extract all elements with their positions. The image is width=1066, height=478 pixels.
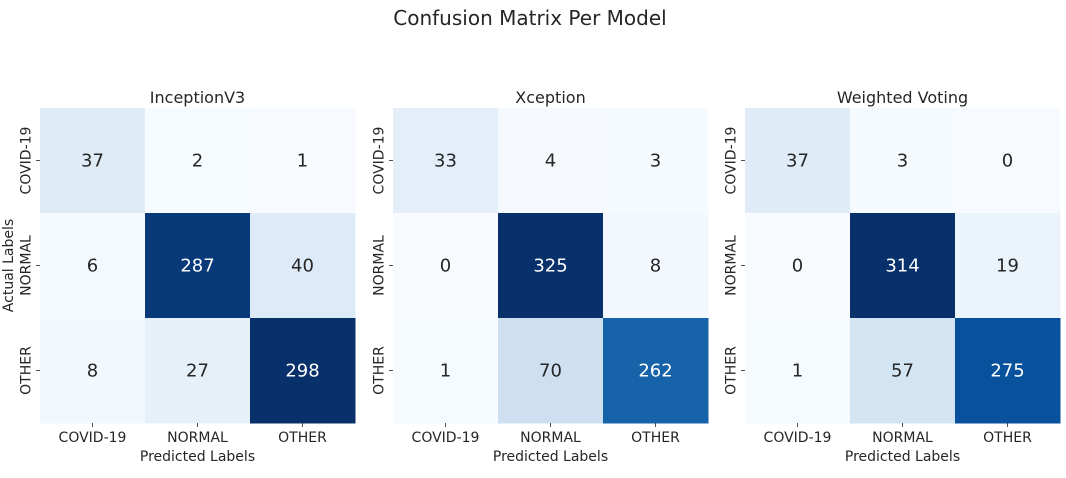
x-axis-label: Predicted Labels — [493, 449, 608, 465]
cell-value-label: 70 — [539, 361, 562, 382]
heatmap-cell — [40, 318, 146, 424]
cell-value-label: 8 — [650, 256, 661, 277]
heatmap-cell — [850, 318, 956, 424]
x-tick-label: OTHER — [278, 430, 327, 446]
cell-value-label: 27 — [186, 361, 209, 382]
cell-value-label: 33 — [434, 151, 457, 172]
cell-value-label: 262 — [638, 361, 672, 382]
x-axis-label: Predicted Labels — [845, 449, 960, 465]
cell-value-label: 6 — [87, 256, 98, 277]
heatmap-cell — [498, 318, 604, 424]
heatmap-cell — [745, 213, 851, 319]
y-tick-label: OTHER — [372, 346, 388, 395]
x-tick-label: OTHER — [983, 430, 1032, 446]
x-tick-label: NORMAL — [167, 430, 228, 446]
x-tick-label: NORMAL — [872, 430, 933, 446]
heatmap-cell — [955, 213, 1061, 319]
cell-value-label: 2 — [192, 151, 203, 172]
x-tick-label: COVID-19 — [764, 430, 832, 446]
panel-title: Weighted Voting — [837, 88, 968, 107]
cell-value-label: 287 — [180, 256, 214, 277]
heatmap-cell — [250, 318, 356, 424]
heatmap-panel: Weighted Voting 37 3 0 0 314 19 1 57 275 COVID-19 N… — [724, 88, 1061, 465]
heatmap-cell — [393, 108, 499, 214]
cell-value-label: 3 — [650, 151, 661, 172]
cell-value-label: 275 — [990, 361, 1024, 382]
heatmap-cell — [250, 213, 356, 319]
heatmap-cell — [603, 108, 709, 214]
heatmap-cell — [145, 318, 251, 424]
x-tick-label: COVID-19 — [412, 430, 480, 446]
heatmap-cell — [745, 108, 851, 214]
heatmap-cell — [955, 318, 1061, 424]
heatmap-panel: InceptionV3 37 2 1 6 287 40 8 27 298 COVID-19 NORMA… — [1, 88, 356, 465]
cell-value-label: 325 — [533, 256, 567, 277]
x-tick-label: COVID-19 — [59, 430, 127, 446]
heatmap-cell — [745, 318, 851, 424]
heatmap-cell — [145, 213, 251, 319]
x-tick-label: NORMAL — [520, 430, 581, 446]
heatmap-cell — [603, 213, 709, 319]
heatmap-cell — [40, 213, 146, 319]
heatmap-cell — [145, 108, 251, 214]
y-tick-label: COVID-19 — [19, 127, 35, 195]
panel-title: Xception — [515, 88, 585, 107]
x-tick-label: OTHER — [631, 430, 680, 446]
figure-title: Confusion Matrix Per Model — [393, 6, 666, 30]
heatmap-cell — [850, 108, 956, 214]
cell-value-label: 298 — [285, 361, 319, 382]
cell-value-label: 3 — [897, 151, 908, 172]
heatmap-cell — [393, 318, 499, 424]
y-tick-label: NORMAL — [372, 235, 388, 296]
cell-value-label: 37 — [786, 151, 809, 172]
cell-value-label: 0 — [440, 256, 451, 277]
cell-value-label: 0 — [792, 256, 803, 277]
y-tick-label: NORMAL — [724, 235, 740, 296]
cell-value-label: 40 — [291, 256, 314, 277]
heatmap-cell — [850, 213, 956, 319]
x-axis-label: Predicted Labels — [140, 449, 255, 465]
y-axis-label: Actual Labels — [1, 219, 17, 312]
heatmap-cell — [250, 108, 356, 214]
cell-value-label: 314 — [885, 256, 919, 277]
panel-title: InceptionV3 — [150, 88, 245, 107]
cell-value-label: 0 — [1002, 151, 1013, 172]
cell-value-label: 57 — [891, 361, 914, 382]
heatmap-panel: Xception 33 4 3 0 325 8 1 70 262 COVID-19 NORMAL OTH… — [372, 88, 709, 465]
heatmap-cell — [955, 108, 1061, 214]
heatmap-cell — [498, 213, 604, 319]
heatmap-cell — [40, 108, 146, 214]
cell-value-label: 1 — [792, 361, 803, 382]
y-tick-label: OTHER — [724, 346, 740, 395]
y-tick-label: OTHER — [19, 346, 35, 395]
cell-value-label: 1 — [440, 361, 451, 382]
heatmap-cell — [393, 213, 499, 319]
cell-value-label: 19 — [996, 256, 1019, 277]
y-tick-label: COVID-19 — [372, 127, 388, 195]
cell-value-label: 37 — [81, 151, 104, 172]
cell-value-label: 4 — [545, 151, 556, 172]
y-tick-label: NORMAL — [19, 235, 35, 296]
heatmap-cell — [498, 108, 604, 214]
heatmap-cell — [603, 318, 709, 424]
cell-value-label: 1 — [297, 151, 308, 172]
cell-value-label: 8 — [87, 361, 98, 382]
y-tick-label: COVID-19 — [724, 127, 740, 195]
